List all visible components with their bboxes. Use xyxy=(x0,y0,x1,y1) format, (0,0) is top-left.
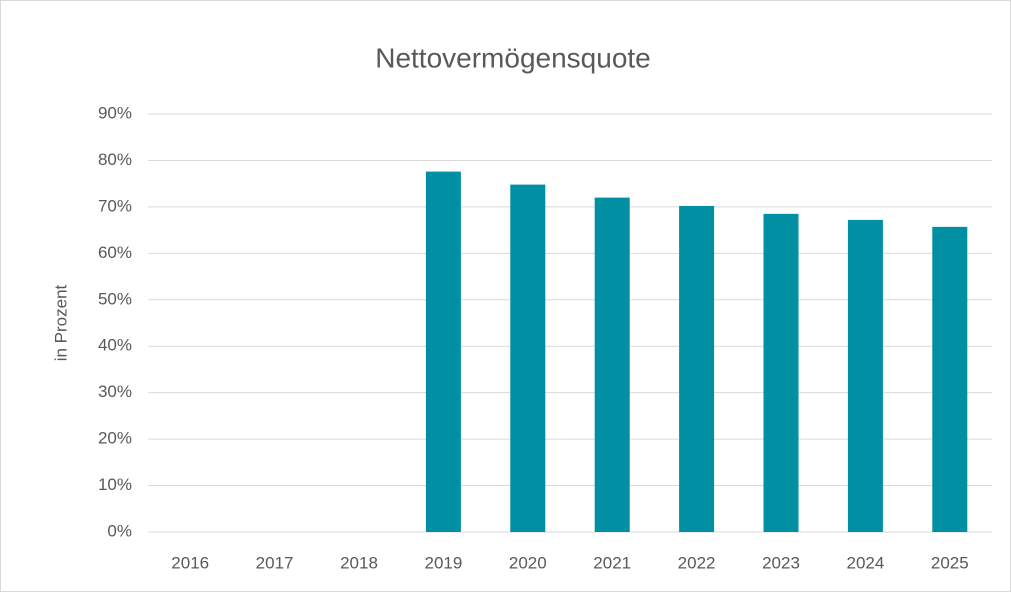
bar xyxy=(763,213,799,532)
x-tick-label: 2016 xyxy=(171,553,209,572)
x-tick-label: 2019 xyxy=(424,553,462,572)
y-tick-label: 0% xyxy=(107,521,132,540)
bar xyxy=(510,184,546,532)
bar xyxy=(425,171,461,532)
bar xyxy=(679,205,715,532)
y-tick-label: 30% xyxy=(98,382,132,401)
y-axis-label: in Prozent xyxy=(51,284,70,361)
y-tick-label: 10% xyxy=(98,475,132,494)
x-tick-label: 2024 xyxy=(846,553,884,572)
x-tick-label: 2025 xyxy=(931,553,969,572)
bar xyxy=(847,219,883,533)
y-tick-label: 40% xyxy=(98,336,132,355)
y-tick-label: 50% xyxy=(98,289,132,308)
x-tick-label: 2022 xyxy=(678,553,716,572)
x-tick-label: 2020 xyxy=(509,553,547,572)
y-tick-label: 70% xyxy=(98,196,132,215)
bar xyxy=(932,226,968,533)
y-tick-label: 20% xyxy=(98,429,132,448)
y-tick-label: 60% xyxy=(98,243,132,262)
x-tick-label: 2023 xyxy=(762,553,800,572)
y-tick-label: 90% xyxy=(98,103,132,122)
y-tick-label: 80% xyxy=(98,150,132,169)
x-tick-label: 2018 xyxy=(340,553,378,572)
x-tick-label: 2021 xyxy=(593,553,631,572)
chart-title: Nettovermögensquote xyxy=(375,42,651,73)
x-tick-label: 2017 xyxy=(256,553,294,572)
bar xyxy=(594,197,630,532)
